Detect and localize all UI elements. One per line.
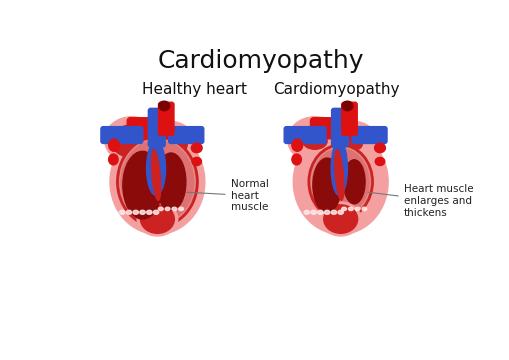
FancyBboxPatch shape [310,118,353,139]
Ellipse shape [139,210,145,214]
FancyBboxPatch shape [341,102,356,135]
Ellipse shape [172,207,177,211]
Ellipse shape [303,210,309,214]
Ellipse shape [287,117,342,163]
Ellipse shape [108,154,118,165]
Ellipse shape [330,210,336,214]
Ellipse shape [337,210,343,214]
Ellipse shape [330,121,377,163]
Ellipse shape [154,130,187,158]
Ellipse shape [110,129,205,234]
FancyBboxPatch shape [148,108,165,147]
Ellipse shape [117,136,197,228]
Ellipse shape [153,210,158,214]
FancyBboxPatch shape [351,127,386,143]
Ellipse shape [320,202,360,236]
Ellipse shape [346,138,362,150]
Ellipse shape [140,205,174,233]
Ellipse shape [341,207,346,211]
FancyBboxPatch shape [168,127,204,143]
FancyBboxPatch shape [127,118,171,139]
Ellipse shape [158,207,163,211]
Ellipse shape [133,210,138,214]
Ellipse shape [307,144,373,219]
Ellipse shape [310,147,370,217]
Text: Heart muscle
enlarges and
thickens: Heart muscle enlarges and thickens [367,184,472,218]
Ellipse shape [330,141,347,195]
Ellipse shape [146,210,152,214]
Ellipse shape [323,205,357,233]
Ellipse shape [123,151,162,219]
Ellipse shape [108,139,119,151]
Ellipse shape [126,210,131,214]
Ellipse shape [310,210,316,214]
Ellipse shape [179,207,183,211]
Text: Normal
heart
muscle: Normal heart muscle [181,179,268,212]
Ellipse shape [342,101,352,111]
FancyBboxPatch shape [331,108,348,147]
Ellipse shape [158,101,169,111]
Ellipse shape [119,139,195,225]
Ellipse shape [191,143,202,153]
Ellipse shape [146,141,165,195]
Ellipse shape [148,121,193,163]
Text: Healthy heart: Healthy heart [142,82,246,97]
Ellipse shape [119,210,125,214]
Ellipse shape [137,202,178,236]
Ellipse shape [291,154,301,165]
Ellipse shape [156,153,185,211]
Text: Cardiomyopathy: Cardiomyopathy [158,49,364,73]
Ellipse shape [375,157,384,166]
FancyBboxPatch shape [101,127,143,143]
Ellipse shape [374,143,385,153]
Ellipse shape [165,207,169,211]
FancyBboxPatch shape [158,102,174,135]
Ellipse shape [361,207,366,211]
Ellipse shape [313,158,341,212]
Ellipse shape [317,210,322,214]
Ellipse shape [324,210,329,214]
Ellipse shape [151,150,160,200]
Ellipse shape [191,157,201,166]
Text: Cardiomyopathy: Cardiomyopathy [272,82,399,97]
Ellipse shape [302,133,326,149]
Ellipse shape [293,129,387,234]
Ellipse shape [348,207,353,211]
Ellipse shape [111,125,152,157]
Ellipse shape [343,160,364,204]
Ellipse shape [291,139,302,151]
FancyBboxPatch shape [284,127,325,143]
Ellipse shape [334,150,343,200]
Ellipse shape [104,117,158,163]
Ellipse shape [355,207,359,211]
